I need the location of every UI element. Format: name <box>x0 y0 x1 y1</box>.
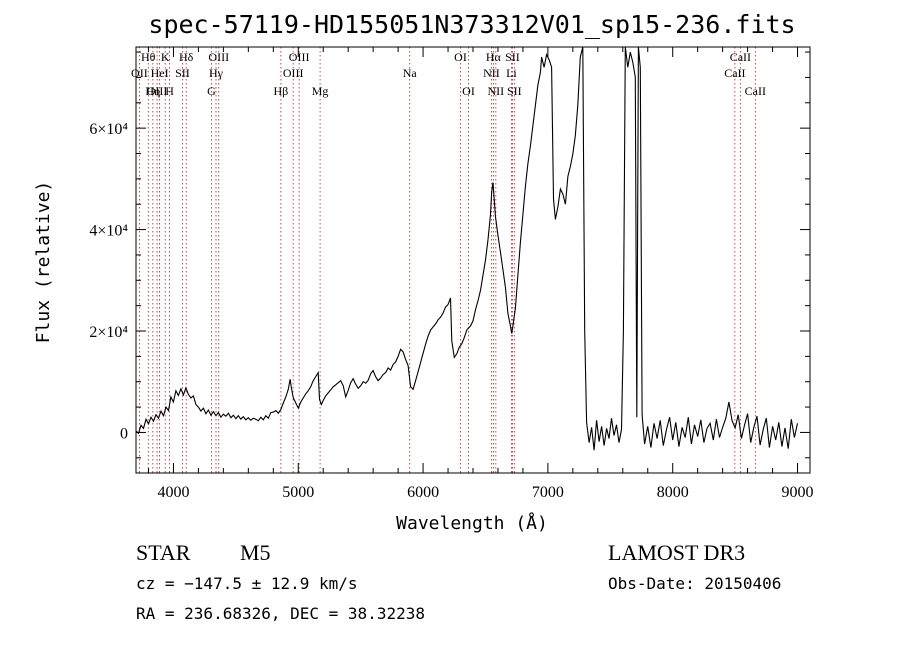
spectral-line-label: SII <box>507 84 522 98</box>
spectral-line-label: H <box>165 84 174 98</box>
x-tick-label: 5000 <box>282 484 314 501</box>
spectral-line-label: Mg <box>312 84 329 98</box>
plot-frame <box>135 46 811 474</box>
x-tick-label: 8000 <box>657 484 689 501</box>
y-axis-label: Flux (relative) <box>33 181 54 344</box>
spectral-line-label: SII <box>175 66 190 80</box>
obs-date: Obs-Date: 20150406 <box>608 574 781 593</box>
spectral-line-label: NII <box>483 66 500 80</box>
spectral-line-label: OI <box>454 50 467 64</box>
spectral-line-label: Hδ <box>179 50 194 64</box>
spectral-line-label: Hγ <box>209 66 224 80</box>
coordinates: RA = 236.68326, DEC = 38.32238 <box>136 604 425 623</box>
spectral-line-label: CaII <box>724 66 745 80</box>
spectral-line-label: OIII <box>208 50 229 64</box>
x-tick-label: 6000 <box>407 484 439 501</box>
y-tick-label: 2×10⁴ <box>89 324 128 341</box>
spectral-line-label: Hα <box>486 50 502 64</box>
spectral-line-label: SII <box>505 50 520 64</box>
y-tick-label: 0 <box>120 425 128 442</box>
spectral-line-label: CaII <box>730 50 751 64</box>
spectral-line-label: HeI <box>151 66 169 80</box>
x-tick-label: 9000 <box>782 484 814 501</box>
x-tick-label: 7000 <box>532 484 564 501</box>
x-axis-ticks: 4000 5000 6000 7000 8000 9000 <box>147 47 814 501</box>
spectral-line-label: K <box>161 50 170 64</box>
object-class: STAR <box>136 540 191 565</box>
spectral-line-label: G <box>207 84 216 98</box>
object-subclass: M5 <box>240 540 271 565</box>
spectral-line-label: OIII <box>283 66 304 80</box>
survey-name: LAMOST DR3 <box>608 540 745 565</box>
spectral-line-label: OIII <box>147 84 168 98</box>
plot-area <box>135 46 799 451</box>
spectral-line-label: Hθ <box>141 50 156 64</box>
spectral-line-label: Hη <box>145 84 160 98</box>
spectral-line-label: CaII <box>745 84 766 98</box>
spectral-line-label: Li <box>506 66 517 80</box>
spectral-line-label: OII <box>131 66 148 80</box>
y-axis-ticks: 0 2×10⁴ 4×10⁴ 6×10⁴ <box>89 51 810 459</box>
spectral-line-markers <box>138 47 756 473</box>
x-tick-label: 4000 <box>157 484 189 501</box>
spectrum-line <box>135 46 799 451</box>
spectral-line-label: Na <box>403 66 418 80</box>
redshift-info: cz = −147.5 ± 12.9 km/s <box>136 574 358 593</box>
y-tick-label: 6×10⁴ <box>89 121 128 138</box>
spectral-line-label: NII <box>488 84 505 98</box>
spectral-line-label: Hβ <box>274 84 289 98</box>
spectral-line-label: OI <box>462 84 475 98</box>
chart-title: spec-57119-HD155051N373312V01_sp15-236.f… <box>148 10 795 39</box>
spectral-line-label: OIII <box>289 50 310 64</box>
x-axis-label: Wavelength (Å) <box>396 512 548 534</box>
y-tick-label: 4×10⁴ <box>89 223 128 240</box>
